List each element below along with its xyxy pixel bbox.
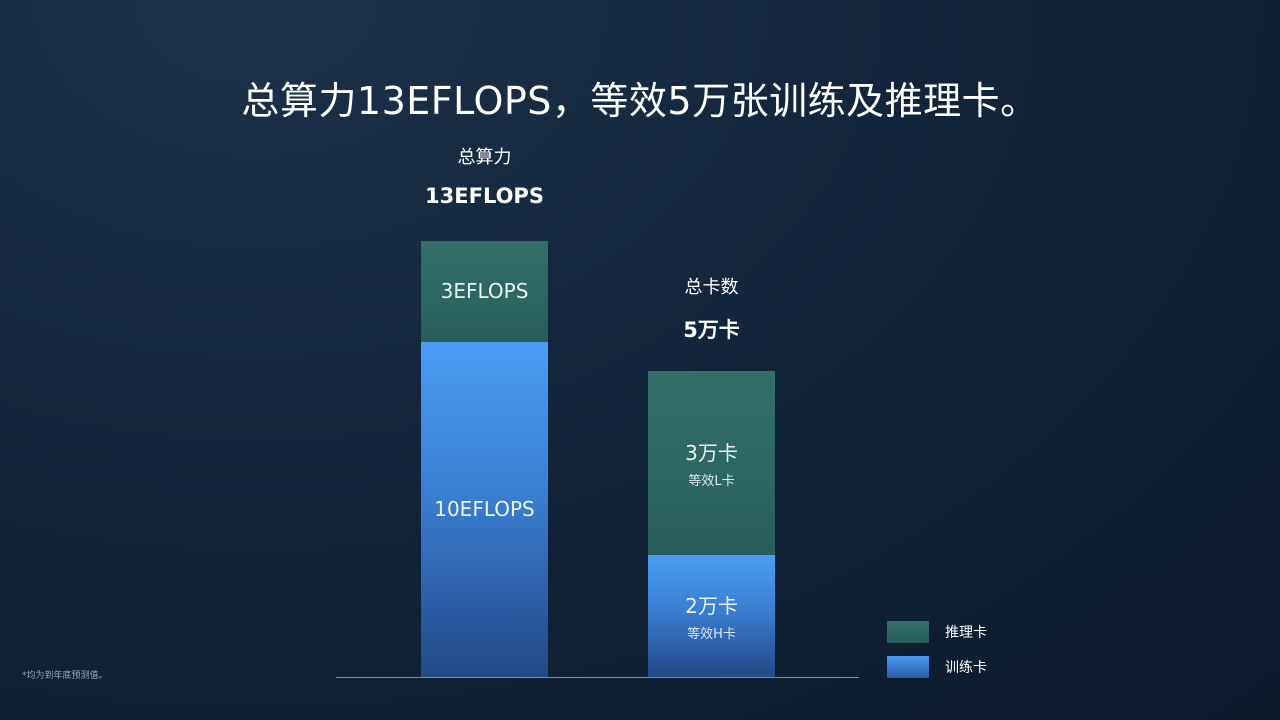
bar-1-segment-inference: 3万卡等效L卡	[648, 371, 775, 555]
bar-1-segment-0-sublabel: 等效H卡	[687, 626, 736, 642]
bar-0-segment-0-label: 10EFLOPS	[434, 497, 535, 522]
page-title: 总算力13EFLOPS，等效5万张训练及推理卡。	[241, 79, 1039, 123]
legend-item-inference: 推理卡	[887, 621, 987, 643]
legend-label-training: 训练卡	[945, 660, 987, 676]
bar-1-segment-1-sublabel: 等效L卡	[688, 473, 735, 489]
bar-0-segment-inference: 3EFLOPS	[421, 241, 548, 342]
legend-label-inference: 推理卡	[945, 625, 987, 641]
bar-1-header-value: 5万卡	[683, 318, 740, 342]
bar-0-header-label: 总算力	[457, 147, 512, 168]
bar-1-header-label: 总卡数	[684, 277, 739, 298]
bar-1-segment-1-label: 3万卡	[685, 440, 738, 465]
bar-1-segment-training: 2万卡等效H卡	[648, 554, 775, 677]
legend-swatch-training	[887, 656, 929, 678]
bar-1: 2万卡 等效H卡 3万卡 等效L卡	[648, 371, 775, 677]
bar-1-segment-0-label: 2万卡	[685, 593, 738, 618]
baseline-axis	[336, 677, 859, 678]
bar-0-header-value: 13EFLOPS	[425, 184, 544, 208]
bar-0-segment-training: 10EFLOPS	[421, 341, 548, 677]
bar-0: 10EFLOPS 3EFLOPS	[421, 241, 548, 677]
legend-swatch-inference	[887, 621, 929, 643]
bar-0-segment-1-label: 3EFLOPS	[440, 279, 529, 304]
legend-item-training: 训练卡	[887, 656, 987, 678]
footnote: *均为到年底预测值。	[22, 671, 108, 681]
